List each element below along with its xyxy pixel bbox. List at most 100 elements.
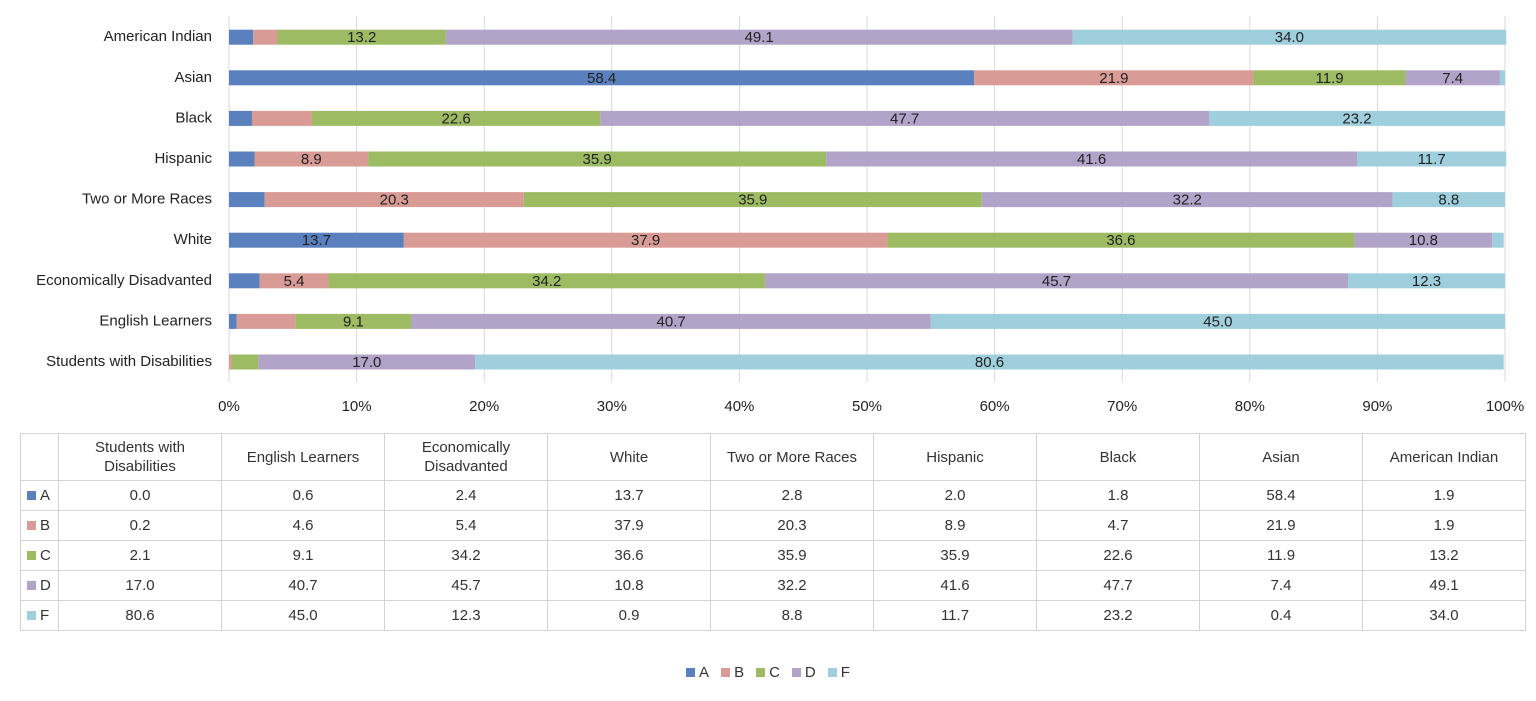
- bar-segment: [600, 110, 1209, 126]
- bar-segment: [254, 151, 369, 167]
- table-row-label: A: [40, 487, 51, 504]
- table-row-key: A: [20, 480, 59, 511]
- table-row-key: C: [20, 540, 59, 571]
- bar-segment: [229, 192, 265, 208]
- y-tick-label: Black: [175, 109, 212, 126]
- bar-segment: [974, 70, 1254, 86]
- legend-swatch: [756, 668, 766, 677]
- x-tick-label: 20%: [469, 398, 499, 415]
- table-header: English Learners: [221, 433, 385, 481]
- bar-segment: [1392, 192, 1505, 208]
- bar-segment: [1499, 70, 1505, 86]
- data-label: 7.4: [1442, 70, 1463, 87]
- bar-segment: [1208, 110, 1505, 126]
- table-cell: 2.4: [384, 480, 548, 511]
- table-cell: 22.6: [1036, 540, 1200, 571]
- legend-swatch: [686, 668, 696, 677]
- bar-segment: [229, 232, 404, 248]
- bar-segment: [264, 192, 524, 208]
- bar-segment: [411, 313, 931, 329]
- data-label: 20.3: [380, 192, 409, 209]
- data-label: 5.4: [284, 273, 305, 290]
- data-label: 11.9: [1316, 70, 1344, 87]
- table-row-key: F: [20, 600, 59, 631]
- data-label: 23.2: [1342, 110, 1371, 127]
- table-cell: 11.7: [873, 600, 1037, 631]
- data-label: 58.4: [587, 70, 616, 87]
- legend-swatch: [27, 611, 36, 620]
- table-cell: 2.0: [873, 480, 1037, 511]
- table-header: Economically Disadvanted: [384, 433, 548, 481]
- table-cell: 49.1: [1362, 570, 1526, 601]
- table-cell: 58.4: [1199, 480, 1363, 511]
- bar-segment: [311, 110, 601, 126]
- table-cell: 35.9: [710, 540, 874, 571]
- x-tick-label: 70%: [1107, 398, 1137, 415]
- data-label: 47.7: [890, 110, 919, 127]
- y-tick-label: Students with Disabilities: [46, 353, 212, 370]
- table-cell: 23.2: [1036, 600, 1200, 631]
- legend-item: C: [756, 664, 780, 681]
- bar-segment: [445, 29, 1073, 45]
- table-header: Black: [1036, 433, 1200, 481]
- data-label: 41.6: [1077, 151, 1106, 168]
- table-row: D 17.0 40.7 45.7 10.8 32.2 41.6 47.7 7.4 49.1: [20, 570, 1526, 601]
- table-corner: [20, 433, 59, 481]
- table-cell: 21.9: [1199, 510, 1363, 541]
- legend-label: D: [804, 664, 816, 681]
- bar-segment: [258, 354, 476, 370]
- table-cell: 0.9: [547, 600, 711, 631]
- bar-segment: [251, 110, 312, 126]
- table-cell: 2.8: [710, 480, 874, 511]
- table-cell: 41.6: [873, 570, 1037, 601]
- bar-segment: [1492, 232, 1504, 248]
- bar-segment: [229, 354, 232, 370]
- legend-label: C: [769, 664, 780, 681]
- data-label: 8.9: [301, 151, 322, 168]
- bar-segment: [368, 151, 827, 167]
- legend-swatch: [721, 668, 731, 677]
- x-tick-label: 90%: [1362, 398, 1392, 415]
- table-header: White: [547, 433, 711, 481]
- legend-swatch: [791, 668, 801, 677]
- x-tick-label: 80%: [1235, 398, 1265, 415]
- bar-segment: [1405, 70, 1500, 86]
- data-label: 9.1: [343, 313, 364, 330]
- data-label: 45.0: [1203, 313, 1232, 330]
- table-cell: 10.8: [547, 570, 711, 601]
- legend-swatch: [827, 668, 837, 677]
- bar-segment: [887, 232, 1355, 248]
- table-cell: 7.4: [1199, 570, 1363, 601]
- table-header: Asian: [1199, 433, 1363, 481]
- bar-segment: [229, 273, 260, 289]
- bar-segment: [764, 273, 1349, 289]
- data-label: 13.2: [347, 29, 376, 46]
- table-header: Two or More Races: [710, 433, 874, 481]
- table-cell: 45.7: [384, 570, 548, 601]
- data-label: 34.2: [532, 273, 561, 290]
- bar-segment: [229, 29, 254, 45]
- table-row-key: B: [20, 510, 59, 541]
- table-cell: 0.4: [1199, 600, 1363, 631]
- table-row-key: D: [20, 570, 59, 601]
- table-row: B 0.2 4.6 5.4 37.9 20.3 8.9 4.7 21.9 1.9: [20, 510, 1526, 541]
- table-cell: 40.7: [221, 570, 385, 601]
- legend-label: B: [734, 664, 745, 681]
- table-cell: 13.2: [1362, 540, 1526, 571]
- legend-swatch: [27, 581, 36, 590]
- data-label: 35.9: [738, 192, 767, 209]
- bar-segment: [826, 151, 1357, 167]
- x-tick-label: 10%: [342, 398, 372, 415]
- table-header: American Indian: [1362, 433, 1526, 481]
- bar-segment: [930, 313, 1505, 329]
- table-cell: 8.8: [710, 600, 874, 631]
- bar-segment: [1253, 70, 1406, 86]
- data-label: 34.0: [1275, 29, 1304, 46]
- data-label: 10.8: [1409, 232, 1438, 249]
- data-label: 22.6: [442, 110, 471, 127]
- data-label: 37.9: [631, 232, 660, 249]
- x-tick-label: 30%: [597, 398, 627, 415]
- legend-label: A: [699, 664, 710, 681]
- table-cell: 9.1: [221, 540, 385, 571]
